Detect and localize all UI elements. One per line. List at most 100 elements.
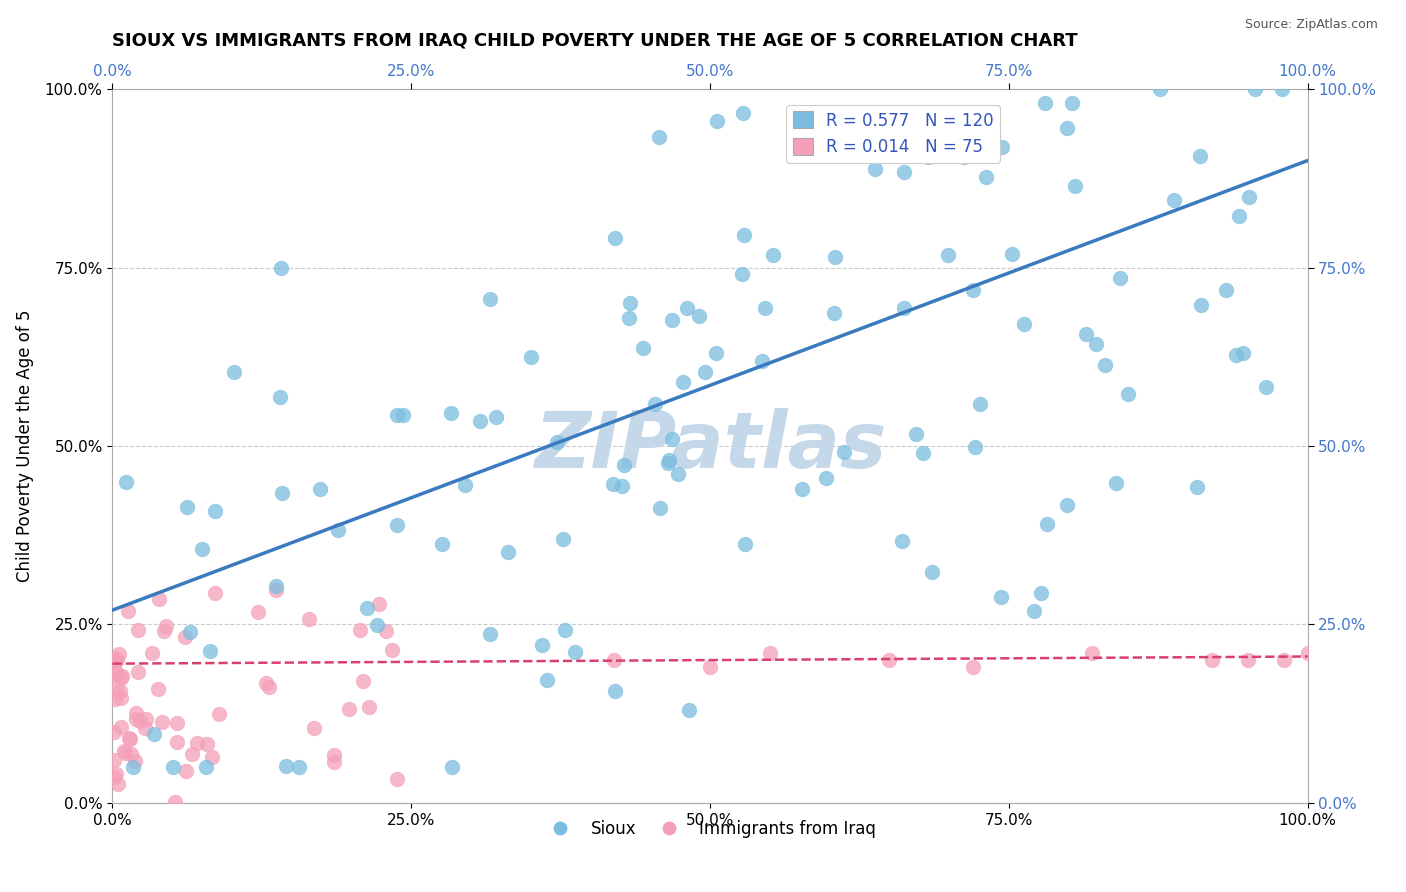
Point	[146, 682, 169, 697]
Point	[699, 660, 721, 674]
Point	[105, 668, 128, 682]
Point	[551, 532, 574, 546]
Point	[657, 457, 679, 471]
Point	[936, 248, 959, 262]
Point	[105, 681, 128, 695]
Point	[1296, 646, 1319, 660]
Point	[879, 653, 901, 667]
Point	[163, 795, 186, 809]
Point	[762, 248, 785, 262]
Point	[257, 680, 280, 694]
Point	[120, 732, 142, 747]
Point	[678, 703, 700, 717]
Point	[385, 517, 408, 532]
Point	[1064, 179, 1087, 194]
Point	[952, 150, 974, 164]
Point	[751, 354, 773, 368]
Point	[564, 645, 586, 659]
Point	[142, 727, 165, 741]
Point	[107, 776, 129, 790]
Point	[339, 702, 361, 716]
Point	[1185, 480, 1208, 494]
Point	[107, 647, 129, 661]
Point	[174, 630, 197, 644]
Point	[1272, 653, 1295, 667]
Point	[111, 669, 134, 683]
Point	[1105, 475, 1128, 490]
Point	[893, 165, 915, 179]
Point	[374, 624, 396, 638]
Point	[693, 365, 716, 379]
Point	[105, 665, 128, 679]
Point	[605, 684, 627, 698]
Point	[990, 590, 1012, 604]
Point	[269, 390, 291, 404]
Point	[368, 597, 391, 611]
Point	[166, 735, 188, 749]
Point	[430, 536, 453, 550]
Point	[759, 646, 782, 660]
Point	[1094, 358, 1116, 372]
Point	[179, 625, 201, 640]
Point	[733, 228, 755, 243]
Point	[1225, 348, 1247, 362]
Point	[1056, 498, 1078, 512]
Point	[103, 724, 125, 739]
Point	[166, 715, 188, 730]
Point	[1060, 96, 1083, 111]
Point	[790, 482, 813, 496]
Point	[610, 479, 633, 493]
Point	[1232, 346, 1254, 360]
Point	[176, 500, 198, 514]
Point	[440, 760, 463, 774]
Point	[150, 715, 173, 730]
Point	[264, 578, 287, 592]
Point	[1215, 283, 1237, 297]
Point	[385, 409, 408, 423]
Point	[602, 476, 624, 491]
Point	[104, 767, 127, 781]
Point	[546, 435, 568, 450]
Y-axis label: Child Poverty Under the Age of 5: Child Poverty Under the Age of 5	[15, 310, 34, 582]
Point	[1270, 82, 1292, 96]
Point	[349, 623, 371, 637]
Text: ZIPatlas: ZIPatlas	[534, 408, 886, 484]
Point	[965, 440, 987, 454]
Point	[531, 638, 554, 652]
Point	[1109, 270, 1132, 285]
Point	[650, 501, 672, 516]
Point	[974, 169, 997, 184]
Point	[468, 414, 491, 428]
Point	[536, 673, 558, 687]
Point	[1201, 653, 1223, 667]
Point	[298, 612, 321, 626]
Point	[112, 744, 135, 758]
Point	[644, 397, 666, 411]
Point	[1022, 604, 1045, 618]
Point	[676, 301, 699, 316]
Point	[302, 721, 325, 735]
Point	[270, 260, 292, 275]
Point	[554, 623, 576, 637]
Point	[271, 485, 294, 500]
Point	[440, 405, 463, 419]
Point	[824, 250, 846, 264]
Point	[498, 545, 520, 559]
Point	[141, 646, 163, 660]
Legend: Sioux, Immigrants from Iraq: Sioux, Immigrants from Iraq	[537, 814, 883, 845]
Text: SIOUX VS IMMIGRANTS FROM IRAQ CHILD POVERTY UNDER THE AGE OF 5 CORRELATION CHART: SIOUX VS IMMIGRANTS FROM IRAQ CHILD POVE…	[112, 31, 1078, 49]
Point	[1012, 317, 1035, 331]
Point	[478, 292, 501, 306]
Point	[969, 397, 991, 411]
Point	[120, 747, 142, 761]
Point	[1056, 121, 1078, 136]
Point	[619, 296, 641, 310]
Point	[122, 760, 145, 774]
Point	[814, 471, 837, 485]
Point	[754, 301, 776, 315]
Point	[605, 231, 627, 245]
Point	[734, 537, 756, 551]
Point	[117, 604, 139, 618]
Point	[110, 720, 132, 734]
Point	[162, 760, 184, 774]
